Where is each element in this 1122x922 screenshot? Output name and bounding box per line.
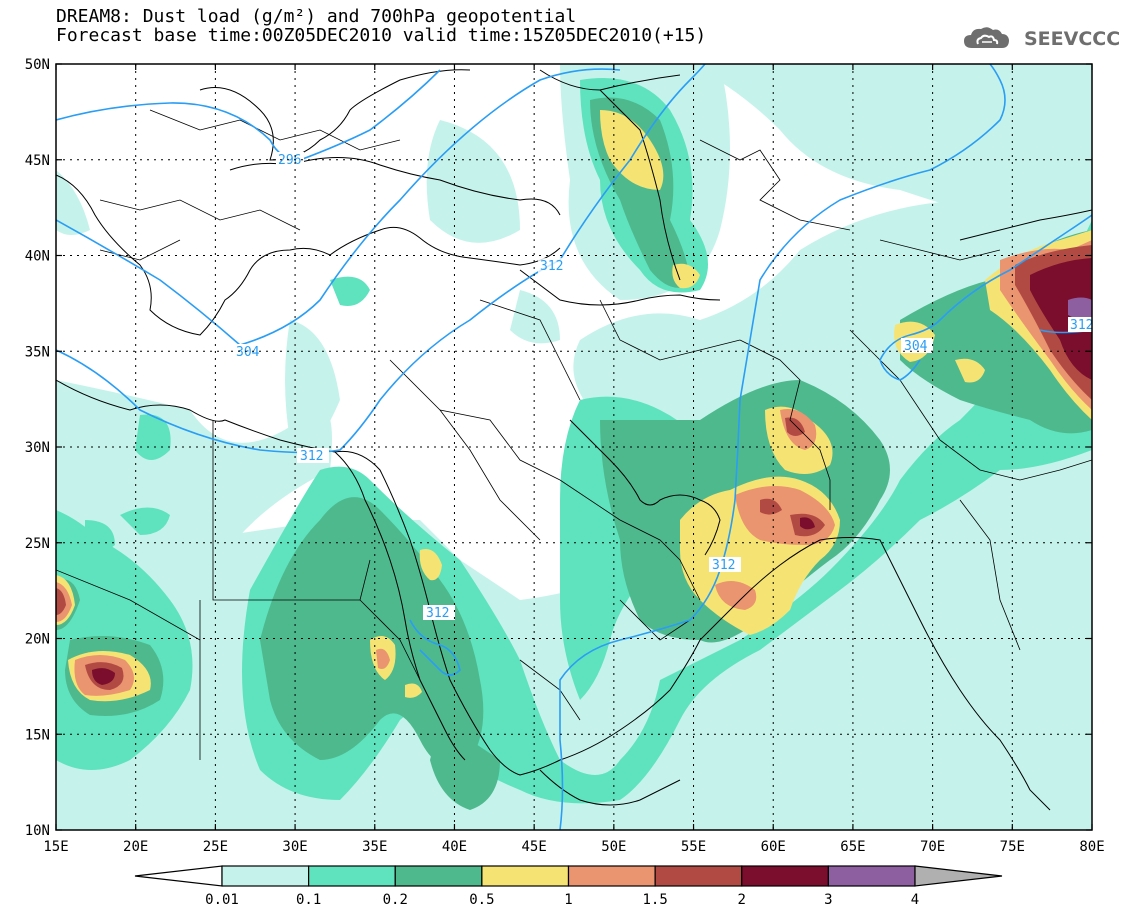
colorbar-label: 1.5 (642, 892, 667, 908)
lon-tick-label: 75E (1000, 839, 1025, 855)
colorbar-box (394, 865, 483, 887)
lat-tick-label: 20N (25, 632, 50, 648)
dust-level-2 (92, 258, 1092, 685)
lon-tick-label: 80E (1079, 839, 1104, 855)
colorbar-box (481, 865, 570, 887)
colorbar-label: 1 (564, 892, 572, 908)
lon-tick-label: 20E (123, 839, 148, 855)
lon-tick-label: 30E (282, 839, 307, 855)
lat-tick-label: 15N (25, 727, 50, 743)
lat-tick-label: 25N (25, 536, 50, 552)
lat-tick-label: 35N (25, 344, 50, 360)
colorbar-label: 4 (911, 892, 919, 908)
lon-tick-label: 15E (43, 839, 68, 855)
colorbar-under (134, 865, 223, 887)
colorbar-label: 0.5 (469, 892, 494, 908)
colorbar-box (221, 865, 310, 887)
cloud-icon (964, 27, 1009, 48)
colorbar: 0.01 0.1 0.2 0.5 1 1.5 2 3 4 (134, 865, 1003, 908)
contour-label: 296 (278, 153, 301, 168)
colorbar-label: 0.01 (205, 892, 239, 908)
logo: SEEVCCC (962, 26, 1120, 52)
lon-tick-label: 65E (840, 839, 865, 855)
geopotential-contours (56, 64, 1092, 830)
lon-tick-label: 60E (761, 839, 786, 855)
lat-tick-label: 30N (25, 440, 50, 456)
lat-tick-label: 45N (25, 153, 50, 169)
colorbar-box (567, 865, 656, 887)
coastlines (56, 69, 1092, 811)
lon-tick-label: 40E (442, 839, 467, 855)
contour-label: 312 (426, 606, 449, 621)
lon-tick-label: 55E (681, 839, 706, 855)
logo-text: SEEVCCC (1024, 28, 1121, 50)
lat-tick-label: 40N (25, 249, 50, 265)
map-title: DREAM8: Dust load (g/m²) and 700hPa geop… (56, 6, 577, 27)
map-subtitle: Forecast base time:00Z05DEC2010 valid ti… (56, 25, 707, 46)
lat-tick-label: 10N (25, 823, 50, 839)
lon-tick-label: 70E (920, 839, 945, 855)
colorbar-box (308, 865, 396, 887)
colorbar-over (914, 865, 1003, 887)
contour-label: 304 (904, 339, 928, 354)
contour-label: 312 (300, 449, 323, 464)
colorbar-label: 3 (824, 892, 832, 908)
grid (56, 64, 1092, 830)
colorbar-box (741, 865, 829, 887)
axes: 15E 20E 25E 30E 35E 40E 45E 50E 55E 60E 65E 70E 75E 8… (25, 57, 1105, 855)
colorbar-label: 0.2 (383, 892, 408, 908)
contour-label: 312 (1070, 318, 1093, 333)
colorbar-label: 2 (738, 892, 746, 908)
dust-level-3 (1068, 297, 1092, 321)
lat-tick-label: 50N (25, 57, 50, 73)
contour-label: 312 (540, 259, 563, 274)
lon-tick-label: 45E (522, 839, 547, 855)
borders (56, 109, 1092, 760)
contour-labels: 296 304 312 312 312 304 312 312 (234, 152, 1093, 621)
colorbar-box (827, 865, 916, 887)
lon-tick-label: 25E (203, 839, 228, 855)
colorbar-label: 0.1 (296, 892, 321, 908)
lon-tick-label: 35E (362, 839, 387, 855)
contour-label: 312 (712, 558, 735, 573)
colorbar-box (654, 865, 743, 887)
lon-tick-label: 50E (601, 839, 626, 855)
contour-label: 304 (236, 345, 260, 360)
